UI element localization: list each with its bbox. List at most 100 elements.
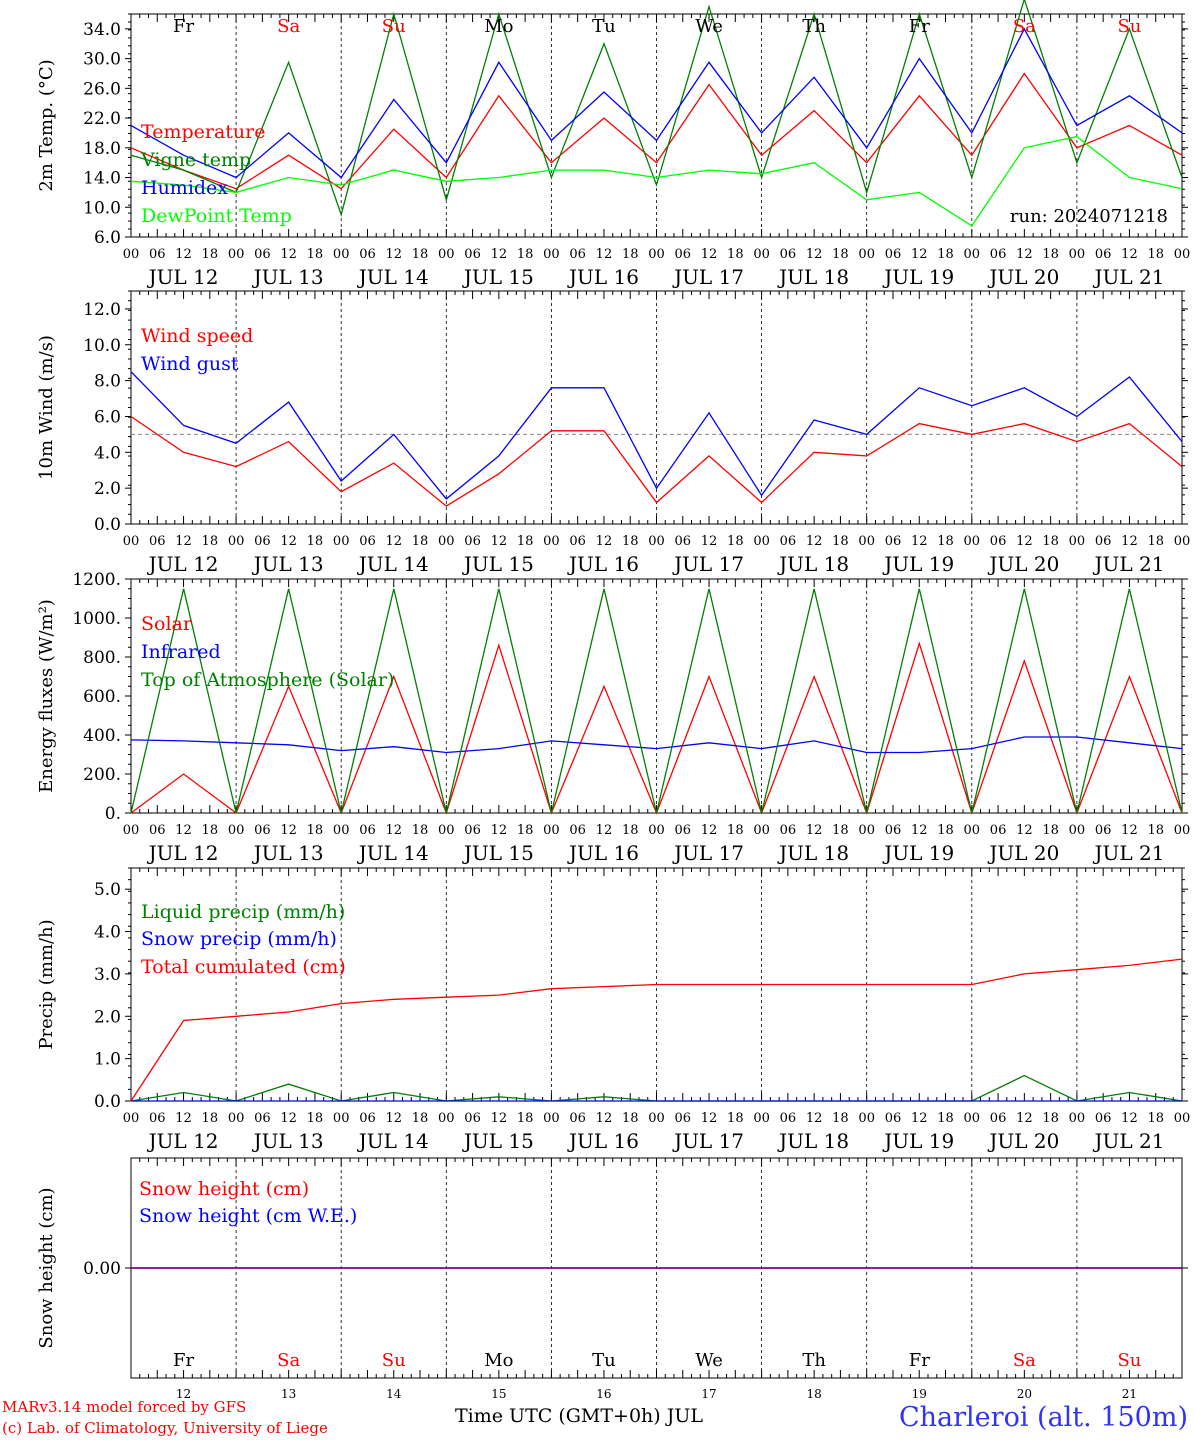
hour-label: 06 xyxy=(1095,1111,1112,1126)
hour-label: 12 xyxy=(596,534,613,549)
hour-label: 06 xyxy=(464,823,481,838)
hour-label: 18 xyxy=(937,1111,954,1126)
day-label: JUL 13 xyxy=(252,265,324,289)
hour-label: 06 xyxy=(885,823,902,838)
hour-label: 18 xyxy=(412,247,429,262)
hour-label: 18 xyxy=(832,247,849,262)
y-tick-label: 6.0 xyxy=(94,407,121,427)
panel-5: 0.00 Snow height (cm) Snow height (cm) Snow… xyxy=(36,1157,1188,1401)
y-tick-label: 5.0 xyxy=(94,880,121,900)
hour-label: 00 xyxy=(858,534,875,549)
hour-label: 18 xyxy=(412,823,429,838)
day-label: JUL 21 xyxy=(1092,841,1164,865)
hour-label: 06 xyxy=(675,534,692,549)
hour-label: 18 xyxy=(412,1111,429,1126)
hour-label: 18 xyxy=(622,247,639,262)
hour-label: 12 xyxy=(911,1111,928,1126)
hour-label: 18 xyxy=(727,534,744,549)
hour-label: 12 xyxy=(385,1111,402,1126)
series-line-4 xyxy=(130,135,1183,227)
day-label: JUL 15 xyxy=(462,841,534,865)
series-line-1 xyxy=(130,415,1183,507)
hour-label: 12 xyxy=(385,823,402,838)
hour-label: 06 xyxy=(1095,247,1112,262)
day-label: JUL 13 xyxy=(252,552,324,576)
day-label: JUL 14 xyxy=(357,265,429,289)
hour-label: 12 xyxy=(280,534,297,549)
day-label: JUL 17 xyxy=(672,841,744,865)
legend-entry-3: Total cumulated (cm) xyxy=(141,956,346,978)
day-label: JUL 18 xyxy=(777,1129,849,1153)
hour-label: 00 xyxy=(753,1111,770,1126)
hour-label: 12 xyxy=(175,823,192,838)
day-number: 18 xyxy=(807,1387,822,1401)
weekday-label: Mo xyxy=(484,1350,513,1371)
hour-label: 18 xyxy=(202,823,219,838)
y-tick-label: 22.0 xyxy=(83,109,121,129)
hour-label: 00 xyxy=(964,823,981,838)
hour-label: 12 xyxy=(806,1111,823,1126)
day-label: JUL 21 xyxy=(1092,1129,1164,1153)
hour-label: 06 xyxy=(990,247,1007,262)
hour-label: 18 xyxy=(1042,1111,1059,1126)
weekday-label: Su xyxy=(382,1350,406,1371)
hour-label: 18 xyxy=(202,247,219,262)
hour-label: 18 xyxy=(727,823,744,838)
y-tick-label: 4.0 xyxy=(94,443,121,463)
day-label: JUL 16 xyxy=(567,1129,639,1153)
hour-label: 12 xyxy=(491,823,508,838)
hour-label: 18 xyxy=(412,534,429,549)
day-number: 20 xyxy=(1017,1387,1032,1401)
station-name: Charleroi (alt. 150m) xyxy=(899,1402,1188,1433)
y-tick-label: 10.0 xyxy=(83,198,121,218)
weekday-label: Fr xyxy=(909,1350,930,1371)
hour-label: 06 xyxy=(990,534,1007,549)
hour-label: 12 xyxy=(1016,534,1033,549)
hour-label: 00 xyxy=(123,247,140,262)
hour-label: 12 xyxy=(1016,247,1033,262)
hour-label: 00 xyxy=(543,1111,560,1126)
hour-label: 00 xyxy=(333,823,350,838)
legend-entry-3: Humidex xyxy=(141,177,228,199)
day-label: JUL 12 xyxy=(147,552,219,576)
series-line-3 xyxy=(130,958,1183,1102)
hour-label: 12 xyxy=(1121,247,1138,262)
hour-label: 18 xyxy=(517,534,534,549)
day-number: 13 xyxy=(281,1387,296,1401)
hour-label: 06 xyxy=(464,534,481,549)
hour-label: 00 xyxy=(228,823,245,838)
hour-label: 18 xyxy=(1042,823,1059,838)
hour-label: 00 xyxy=(753,247,770,262)
weekday-label: Sa xyxy=(1013,16,1036,37)
hour-label: 00 xyxy=(123,1111,140,1126)
weekday-label: Fr xyxy=(173,16,194,37)
day-label: JUL 14 xyxy=(357,841,429,865)
hour-label: 00 xyxy=(1069,534,1086,549)
weekday-label: Su xyxy=(382,16,406,37)
hour-label: 00 xyxy=(228,1111,245,1126)
hour-label: 00 xyxy=(858,247,875,262)
day-label: JUL 15 xyxy=(462,265,534,289)
hour-label: 00 xyxy=(858,823,875,838)
hour-label: 06 xyxy=(569,823,586,838)
hour-label: 18 xyxy=(1147,1111,1164,1126)
weekday-label: Mo xyxy=(484,16,513,37)
hour-label: 00 xyxy=(858,1111,875,1126)
hour-label: 18 xyxy=(202,1111,219,1126)
day-number: 17 xyxy=(701,1387,716,1401)
hour-label: 12 xyxy=(911,247,928,262)
hour-label: 12 xyxy=(491,534,508,549)
hour-label: 06 xyxy=(149,534,166,549)
day-label: JUL 16 xyxy=(567,841,639,865)
day-label: JUL 21 xyxy=(1092,265,1164,289)
day-label: JUL 17 xyxy=(672,265,744,289)
legend-entry-4: DewPoint Temp xyxy=(141,205,292,227)
y-tick-label: 4.0 xyxy=(94,923,121,943)
x-axis-title: Time UTC (GMT+0h) JUL xyxy=(455,1405,703,1427)
day-label: JUL 17 xyxy=(672,1129,744,1153)
weekday-label: Th xyxy=(802,16,826,37)
hour-label: 00 xyxy=(438,823,455,838)
hour-label: 18 xyxy=(832,534,849,549)
hour-label: 06 xyxy=(780,1111,797,1126)
hour-label: 18 xyxy=(832,1111,849,1126)
